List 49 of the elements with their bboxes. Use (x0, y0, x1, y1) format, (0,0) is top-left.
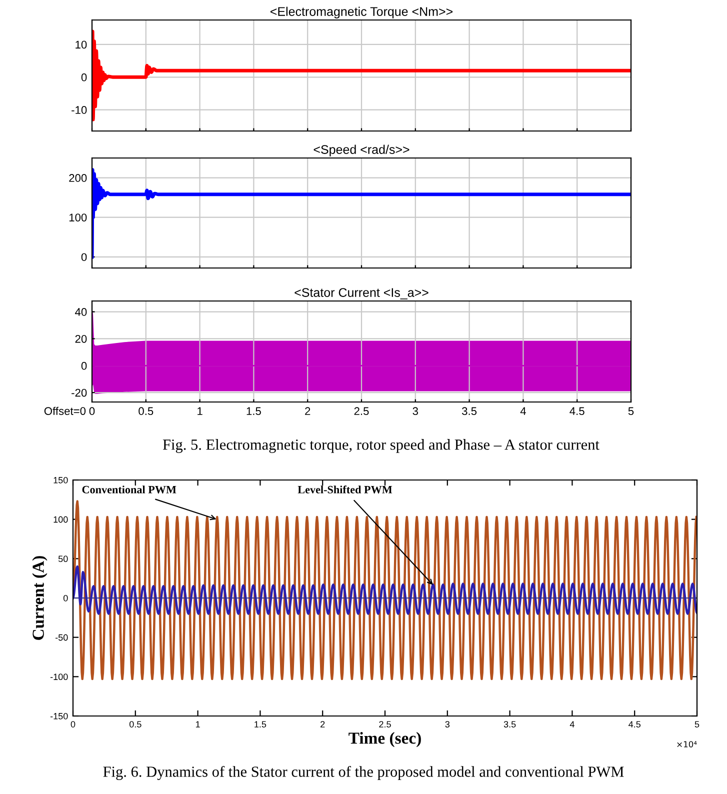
y-tick-label: 200 (69, 174, 87, 182)
y-tick-label: 150 (54, 476, 68, 484)
x-tick-label: 3.5 (462, 407, 477, 416)
y-tick-label: -100 (50, 674, 68, 680)
x-tick-label: 5 (694, 721, 700, 728)
x-tick-label: 1.5 (254, 721, 266, 728)
x-tick-label: 1.5 (246, 407, 261, 416)
caption: Fig. 5. Electromagnetic torque, rotor speed and Phase – A stator current (162, 439, 600, 453)
x-tick-label: 1 (198, 407, 202, 415)
x-tick-label: 0.5 (129, 721, 142, 728)
x-tick-label: 2 (305, 407, 310, 415)
y-tick-label: 100 (69, 214, 87, 222)
y-tick-label: 10 (76, 40, 87, 49)
x-tick-label: 2.5 (354, 407, 369, 416)
annotation: Conventional PWM (82, 486, 176, 494)
x-tick-label: 1 (196, 721, 200, 728)
y-tick-label: 0 (81, 73, 87, 82)
x-tick-label: 3 (412, 407, 418, 416)
x-tick-label: 0 (89, 407, 95, 416)
x-tick-label: 4 (520, 407, 526, 415)
y-tick-label: -150 (50, 712, 68, 720)
x-axis-title: Time (sec) (348, 732, 421, 748)
y-tick-label: -20 (72, 388, 87, 397)
x-tick-label: 4.5 (570, 407, 584, 416)
x-tick-label: 3 (445, 721, 450, 728)
text: Offset=0 (44, 406, 86, 415)
text: ×10⁴ (677, 741, 697, 748)
chart-title: <Stator Current <Is_a>> (294, 288, 428, 300)
y-tick-label: 20 (75, 334, 87, 343)
y-tick-label: -50 (55, 634, 68, 641)
x-tick-label: 0.5 (138, 407, 154, 416)
caption: Fig. 6. Dynamics of the Stator current of the proposed model and conventional PWM (103, 766, 624, 780)
x-tick-label: 3.5 (504, 721, 516, 728)
annotation: Level-Shifted PWM (298, 485, 392, 494)
y-tick-label: 100 (54, 516, 68, 523)
y-axis-title: Current (A) (32, 556, 48, 640)
y-tick-label: 0 (63, 594, 68, 602)
x-tick-label: 4 (570, 721, 574, 728)
y-tick-label: 40 (75, 308, 87, 316)
chart-title: <Electromagnetic Torque <Nm>> (270, 6, 452, 18)
x-tick-label: 2 (320, 721, 325, 728)
x-tick-label: 4.5 (628, 721, 640, 728)
x-tick-label: 5 (628, 407, 634, 416)
chart-title: <Speed <rad/s>> (314, 144, 410, 156)
y-tick-label: 0 (81, 253, 87, 262)
x-tick-label: 2.5 (379, 721, 391, 728)
y-tick-label: 0 (81, 362, 87, 370)
y-tick-label: 50 (58, 556, 68, 562)
y-tick-label: -10 (72, 106, 87, 114)
